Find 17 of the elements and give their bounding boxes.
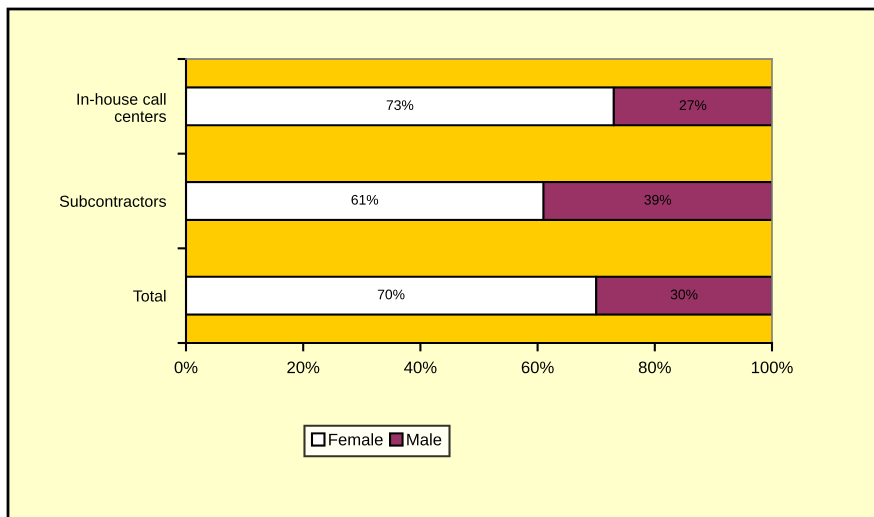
data-label: 61% bbox=[352, 194, 378, 205]
legend-label: Male bbox=[407, 433, 442, 446]
y-tick-label: Subcontractors bbox=[60, 195, 166, 207]
x-tick-label: 40% bbox=[404, 361, 436, 374]
data-label: 30% bbox=[670, 290, 698, 300]
y-tick-label: Total bbox=[133, 290, 166, 302]
data-label: 39% bbox=[644, 194, 672, 205]
x-tick-label: 60% bbox=[522, 361, 554, 374]
y-tick-label: In-house call centers bbox=[77, 93, 166, 122]
data-label: 70% bbox=[378, 290, 405, 300]
data-label: 73% bbox=[386, 100, 414, 110]
x-tick-label: 80% bbox=[638, 361, 671, 374]
x-tick-label: 0% bbox=[174, 361, 198, 374]
x-tick-label: 20% bbox=[287, 361, 320, 374]
legend-label: Female bbox=[329, 433, 383, 446]
data-label: 27% bbox=[680, 100, 706, 110]
x-tick-label: 100% bbox=[752, 361, 793, 374]
